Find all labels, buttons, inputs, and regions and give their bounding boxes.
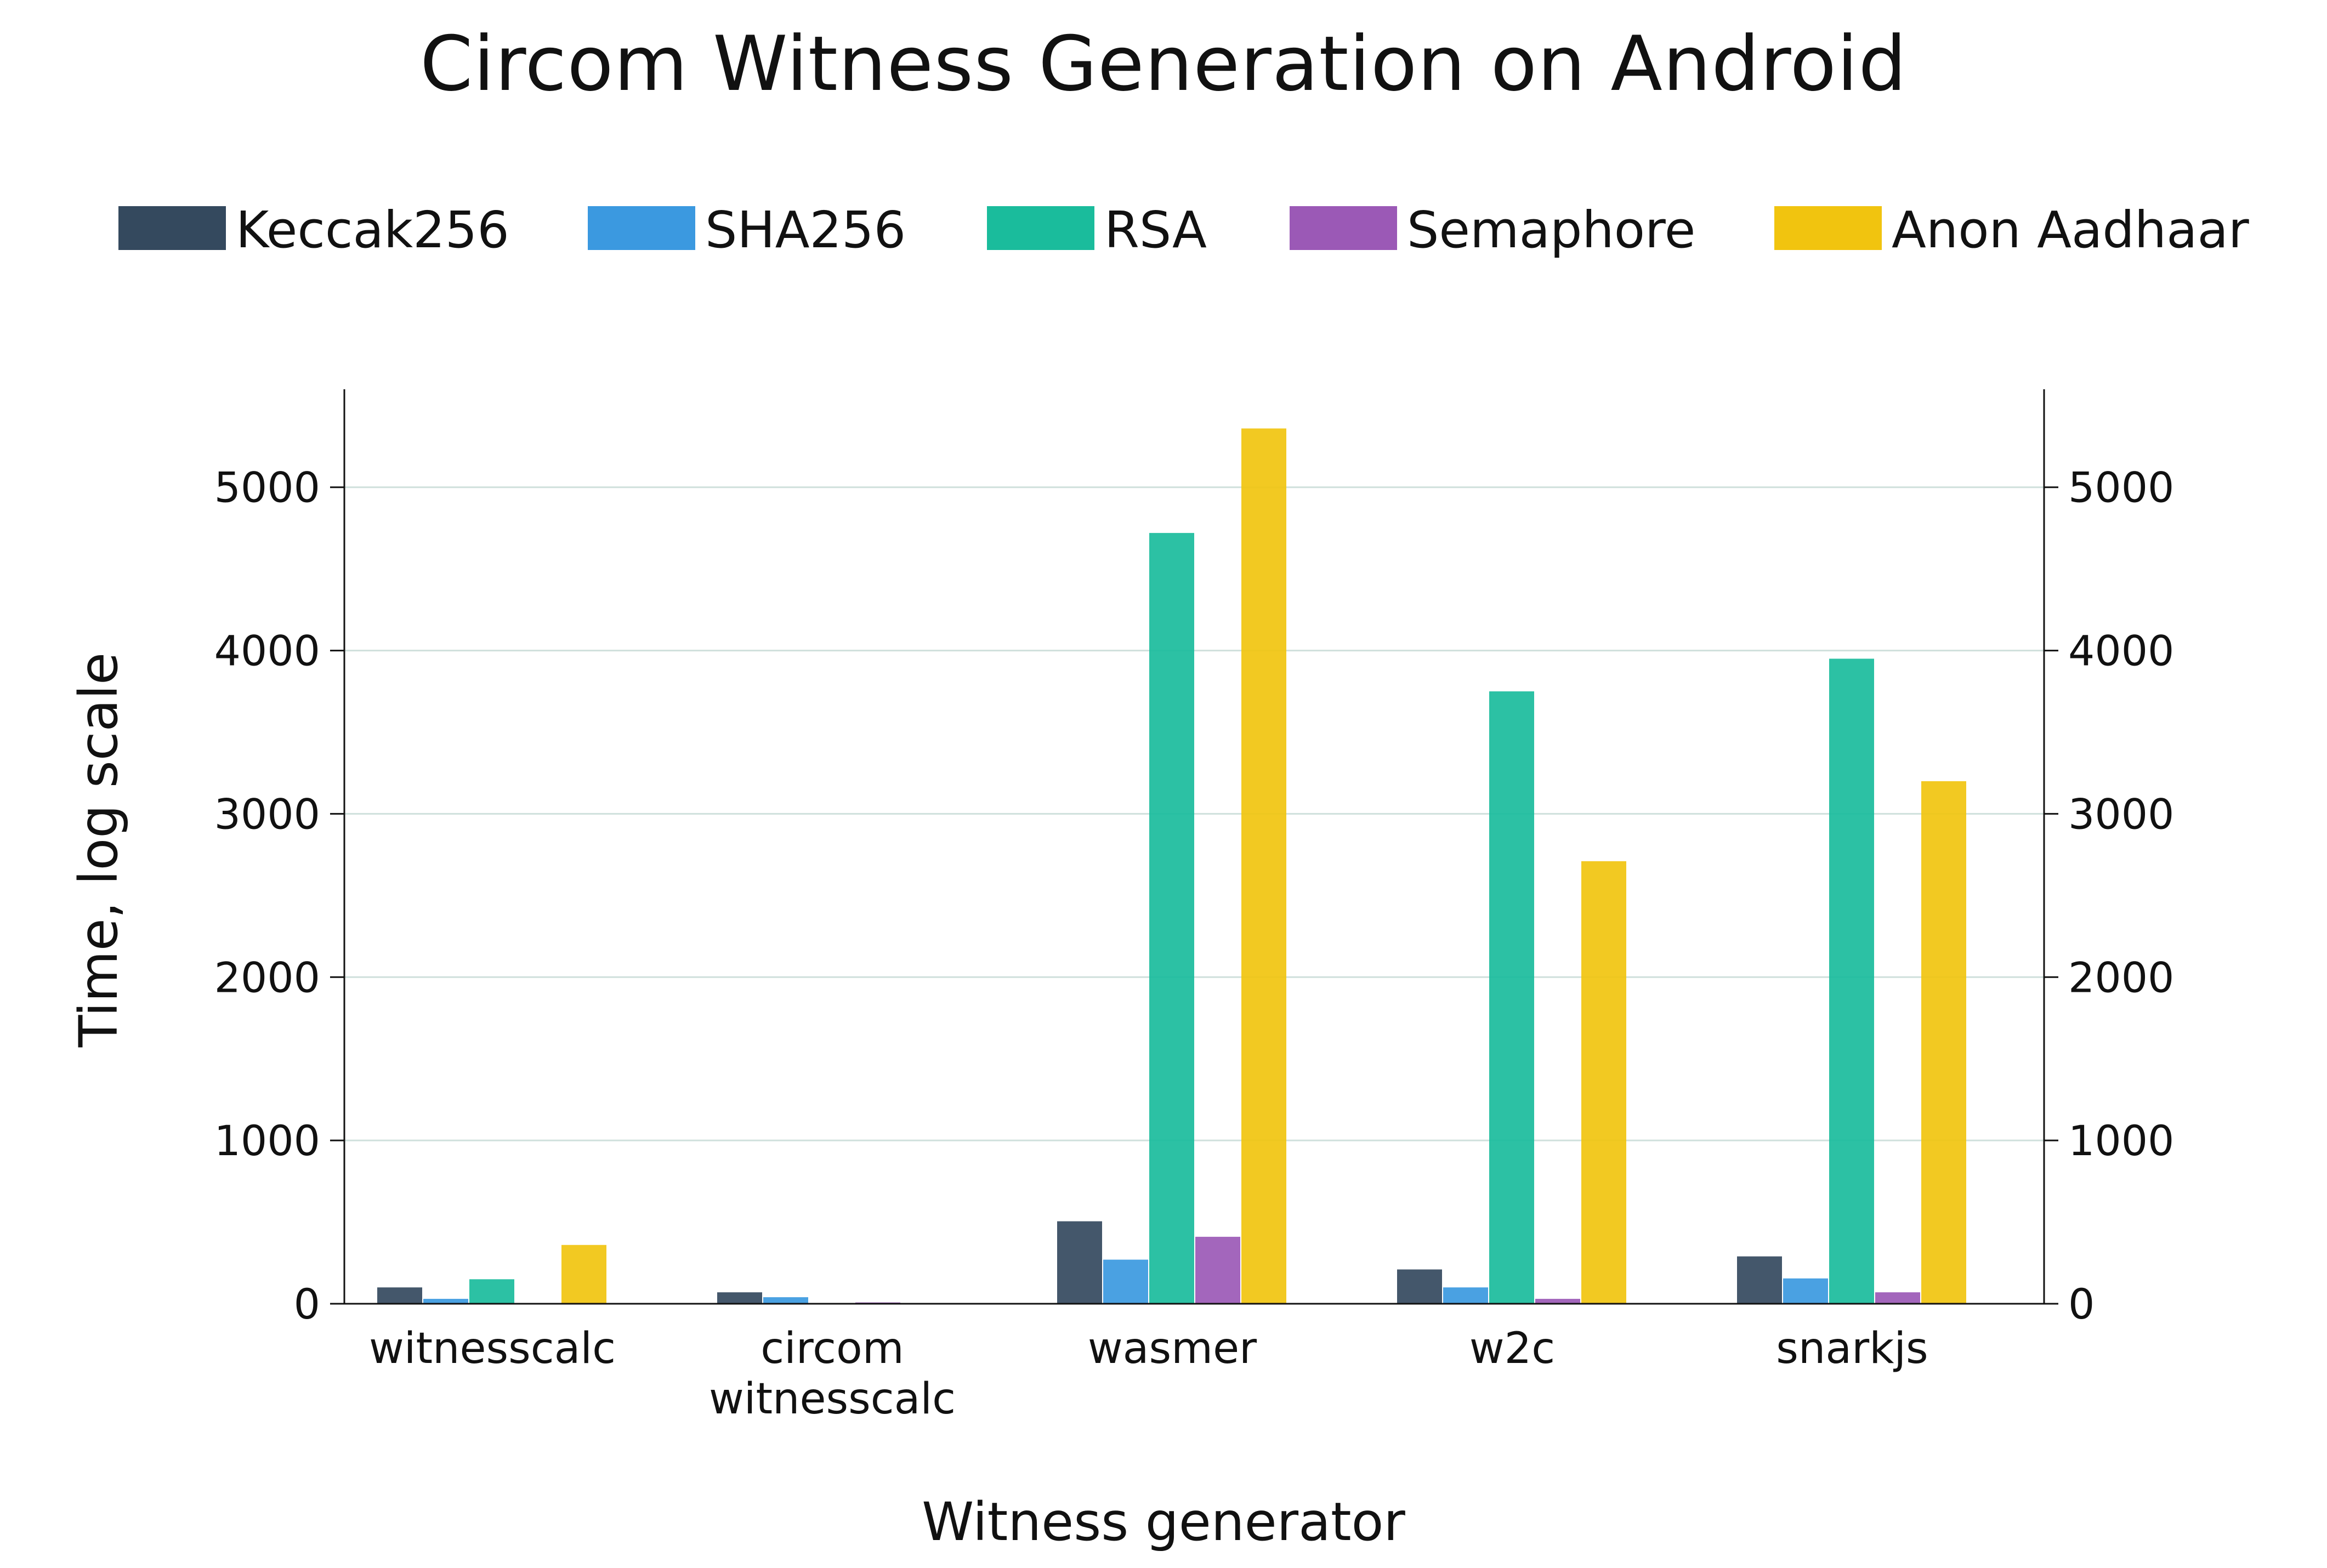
- x-tick-label: wasmer: [1088, 1324, 1257, 1373]
- bar-sha256: [763, 1297, 808, 1304]
- y-tick-label-left: 1000: [214, 1116, 320, 1165]
- y-tick-label-right: 4000: [2068, 627, 2174, 675]
- bar-rsa: [1149, 533, 1194, 1304]
- legend-swatch: [1774, 206, 1882, 250]
- bar-semaphore: [1875, 1292, 1920, 1304]
- x-tick-label: w2c: [1469, 1324, 1555, 1373]
- legend-label: RSA: [1104, 201, 1207, 259]
- y-tick-label-right: 3000: [2068, 789, 2174, 838]
- y-tick-label-right: 2000: [2068, 953, 2174, 1002]
- y-tick-label-right: 0: [2068, 1280, 2095, 1328]
- bar-keccak256: [1057, 1221, 1102, 1304]
- bar-sha256: [1103, 1259, 1148, 1304]
- y-tick-label-right: 5000: [2068, 463, 2174, 512]
- bar-keccak256: [717, 1292, 762, 1304]
- legend-swatch: [1290, 206, 1397, 250]
- y-tick-label-left: 4000: [214, 627, 320, 675]
- bar-keccak256: [1397, 1269, 1442, 1304]
- legend-label: SHA256: [705, 201, 906, 259]
- chart-title: Circom Witness Generation on Android: [420, 20, 1907, 108]
- bar-anon-aadhaar: [1581, 861, 1626, 1304]
- bar-keccak256: [377, 1287, 422, 1304]
- bar-rsa: [469, 1279, 514, 1304]
- x-tick-label: circom witnesscalc: [709, 1324, 956, 1424]
- y-axis-label: Time, log scale: [68, 652, 129, 1048]
- bar-anon-aadhaar: [1241, 428, 1286, 1304]
- legend-swatch: [118, 206, 226, 250]
- legend-label: Anon Aadhaar: [1892, 201, 2249, 259]
- bar-sha256: [1783, 1278, 1828, 1304]
- y-tick-label-left: 3000: [214, 789, 320, 838]
- bar-anon-aadhaar: [561, 1245, 606, 1304]
- x-axis-label: Witness generator: [922, 1491, 1405, 1553]
- legend-swatch: [588, 206, 695, 250]
- legend-swatch: [987, 206, 1094, 250]
- x-tick-label: witnesscalc: [369, 1324, 616, 1373]
- bar-semaphore: [1195, 1236, 1240, 1304]
- y-tick-label-left: 0: [294, 1280, 320, 1328]
- y-tick-label-left: 5000: [214, 463, 320, 512]
- bar-semaphore: [1535, 1299, 1580, 1304]
- bar-rsa: [1489, 691, 1534, 1304]
- bar-rsa: [1829, 658, 1874, 1304]
- legend-label: Keccak256: [236, 201, 509, 259]
- y-tick-label-left: 2000: [214, 953, 320, 1002]
- x-tick-label: snarkjs: [1776, 1324, 1928, 1373]
- y-tick-label-right: 1000: [2068, 1116, 2174, 1165]
- bar-sha256: [423, 1299, 468, 1304]
- bar-sha256: [1443, 1287, 1488, 1304]
- bar-keccak256: [1737, 1256, 1782, 1304]
- bar-anon-aadhaar: [1921, 781, 1966, 1304]
- legend-label: Semaphore: [1407, 201, 1696, 259]
